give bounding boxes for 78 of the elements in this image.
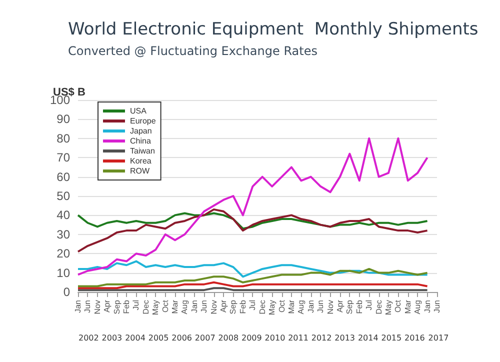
x-tick-label: Jul	[364, 300, 374, 310]
x-tick-label: Nov	[209, 300, 218, 314]
x-tick-label: Apr	[102, 300, 112, 312]
x-tick-label: Aug	[296, 300, 306, 314]
text: 2006	[172, 334, 192, 342]
text: 2009	[242, 334, 262, 342]
x-tick-label: Jun	[200, 300, 209, 313]
x-tick-label: Feb	[238, 299, 248, 314]
line-series	[77, 137, 428, 276]
x-tick-label: Jul	[132, 300, 141, 310]
text: 2005	[148, 334, 169, 342]
x-tick-label: Jan	[422, 300, 432, 313]
legend-label: ROW	[130, 166, 150, 176]
text: 2008	[218, 334, 239, 342]
text: 2016	[404, 334, 425, 342]
x-tick-label: Dec	[374, 300, 384, 314]
x-tick-label: Apr	[219, 300, 228, 312]
text: 2002	[78, 334, 99, 342]
x-tick-label: Feb	[122, 299, 132, 314]
x-tick-label: Mar	[403, 300, 412, 314]
x-tick-label: Oct	[160, 299, 170, 312]
y-tick-label: 40	[56, 208, 70, 222]
x-tick-label: Jun	[432, 300, 442, 313]
x-tick-label: Jun	[83, 300, 92, 313]
legend-label: China	[130, 136, 152, 146]
x-tick-label: Sep	[228, 299, 238, 314]
x-tick-label: Jul	[248, 300, 258, 310]
y-tick-label: 30	[56, 227, 70, 242]
x-tick-label: Oct	[394, 299, 403, 312]
legend-label: Japan	[130, 126, 152, 136]
legend-label: Korea	[130, 156, 152, 166]
y-tick-label: 80	[56, 131, 70, 146]
text: 2017	[428, 334, 449, 342]
text: 2012	[311, 334, 332, 342]
text: 2014	[358, 334, 378, 342]
line-series	[77, 260, 428, 278]
x-tick-label: Nov	[92, 300, 102, 314]
x-tick-label: Aug	[180, 300, 190, 314]
text: 2004	[125, 334, 146, 342]
y-tick-label: 10	[56, 266, 70, 280]
x-tick-label: Mar	[286, 300, 296, 314]
chart-title: World Electronic Equipment Monthly Shipments	[68, 20, 478, 40]
x-tick-label: Dec	[258, 300, 267, 314]
x-tick-label: Mar	[170, 300, 180, 314]
x-tick-label: Sep	[112, 299, 122, 314]
text: 2010	[264, 334, 286, 342]
x-tick-label: Jun	[316, 300, 326, 313]
line-series	[77, 212, 428, 230]
x-tick-label: Jan	[74, 300, 82, 313]
x-tick-label: Aug	[413, 300, 422, 314]
legend-label: Europe	[130, 116, 156, 126]
text: 2015	[381, 334, 402, 342]
x-tick-label: Nov	[326, 300, 335, 314]
legend-label: USA	[130, 106, 148, 116]
y-tick-label: 0	[63, 285, 70, 299]
text: 2007	[194, 334, 216, 342]
y-tick-label: 20	[56, 246, 70, 261]
legend-label: Taiwan	[130, 146, 155, 156]
x-tick-label: May	[384, 300, 393, 316]
chart-subtitle: Converted @ Fluctuating Exchange Rates	[68, 44, 318, 58]
x-tick-label: Feb	[354, 299, 364, 314]
y-tick-label: 90	[56, 112, 70, 126]
x-tick-label: Jan	[306, 300, 316, 313]
x-tick-label: Jan	[190, 300, 199, 313]
x-tick-label: May	[268, 300, 277, 316]
text: 2013	[334, 334, 356, 342]
text: 2011	[288, 334, 308, 342]
x-tick-label: Apr	[335, 300, 344, 312]
x-tick-label: Dec	[141, 300, 150, 314]
x-tick-label: Oct	[277, 299, 286, 312]
line-series	[77, 208, 428, 253]
y-tick-label: 50	[56, 189, 70, 203]
line-series	[77, 268, 428, 288]
text: 2003	[102, 334, 122, 342]
y-tick-label: 70	[56, 150, 70, 165]
x-tick-label: Sep	[345, 299, 354, 314]
y-tick-label: 60	[56, 170, 70, 184]
x-tick-label: May	[151, 300, 160, 316]
